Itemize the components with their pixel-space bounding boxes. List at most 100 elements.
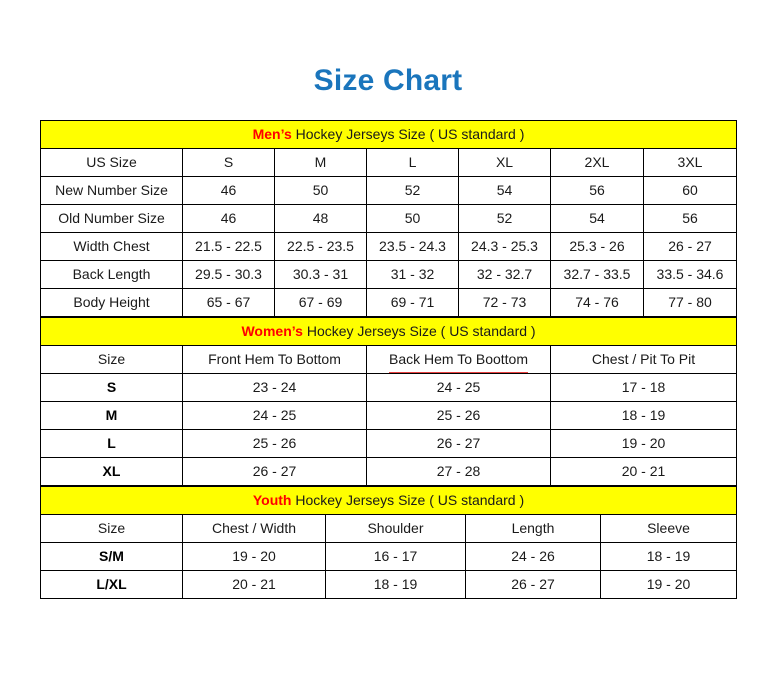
- mens-cell-3-4: 32.7 - 33.5: [550, 260, 644, 289]
- mens-row-label-3: Back Length: [40, 260, 183, 289]
- mens-cell-1-1: 48: [274, 204, 367, 233]
- mens-cell-4-5: 77 - 80: [642, 288, 738, 317]
- mens-cell-2-5: 26 - 27: [642, 232, 738, 261]
- misspelled-header-text: Back Hem To Boottom: [388, 347, 529, 373]
- mens-cell-0-2: 52: [366, 176, 459, 205]
- mens-row-label-0: New Number Size: [40, 176, 183, 205]
- youth-cell-0-1: 16 - 17: [325, 542, 466, 571]
- youth-col-header-0: Size: [40, 514, 183, 543]
- mens-cell-3-0: 29.5 - 30.3: [182, 260, 275, 289]
- womens-size-table: Women’s Hockey Jerseys Size ( US standar…: [39, 317, 738, 486]
- table-row: New Number Size 46 50 52 54 56 60: [40, 176, 738, 205]
- table-row: XL 26 - 27 27 - 28 20 - 21: [40, 457, 738, 486]
- youth-header-row: Size Chest / Width Shoulder Length Sleev…: [40, 514, 737, 543]
- youth-section-banner: Youth Hockey Jerseys Size ( US standard …: [40, 486, 737, 515]
- womens-col-header-2: Back Hem To Boottom: [366, 345, 551, 374]
- womens-row-label-1: M: [40, 401, 183, 430]
- youth-cell-1-1: 18 - 19: [325, 570, 466, 599]
- womens-section-banner: Women’s Hockey Jerseys Size ( US standar…: [39, 317, 738, 346]
- youth-row-label-0: S/M: [40, 542, 183, 571]
- mens-cell-4-4: 74 - 76: [550, 288, 644, 317]
- mens-cell-2-3: 24.3 - 25.3: [458, 232, 551, 261]
- page-title: Size Chart: [313, 64, 463, 97]
- womens-col-header-3: Chest / Pit To Pit: [549, 345, 738, 374]
- mens-cell-4-3: 72 - 73: [458, 288, 551, 317]
- womens-cell-0-0: 23 - 24: [182, 373, 367, 402]
- table-row: Body Height 65 - 67 67 - 69 69 - 71 72 -…: [40, 288, 738, 317]
- youth-col-header-3: Length: [465, 514, 601, 543]
- mens-header-row: US Size S M L XL 2XL 3XL: [40, 148, 738, 177]
- mens-section-banner-row: Men’s Hockey Jerseys Size ( US standard …: [39, 120, 738, 149]
- mens-cell-1-5: 56: [642, 204, 738, 233]
- youth-cell-1-0: 20 - 21: [182, 570, 326, 599]
- mens-cell-2-1: 22.5 - 23.5: [274, 232, 367, 261]
- mens-cell-3-5: 33.5 - 34.6: [642, 260, 738, 289]
- mens-cell-3-2: 31 - 32: [366, 260, 459, 289]
- mens-banner-accent: Men’s: [252, 126, 292, 142]
- mens-banner-rest: Hockey Jerseys Size ( US standard ): [291, 126, 525, 142]
- mens-row-label-4: Body Height: [40, 288, 183, 317]
- youth-banner-rest: Hockey Jerseys Size ( US standard ): [291, 492, 525, 508]
- youth-col-header-4: Sleeve: [600, 514, 737, 543]
- mens-col-header-2: M: [274, 148, 367, 177]
- youth-section-banner-row: Youth Hockey Jerseys Size ( US standard …: [40, 486, 737, 515]
- mens-col-header-4: XL: [458, 148, 551, 177]
- youth-cell-0-2: 24 - 26: [465, 542, 601, 571]
- womens-cell-1-1: 25 - 26: [366, 401, 551, 430]
- mens-cell-2-2: 23.5 - 24.3: [366, 232, 459, 261]
- mens-cell-1-4: 54: [550, 204, 644, 233]
- womens-cell-2-1: 26 - 27: [366, 429, 551, 458]
- youth-col-header-1: Chest / Width: [182, 514, 326, 543]
- youth-cell-0-0: 19 - 20: [182, 542, 326, 571]
- mens-col-header-6: 3XL: [642, 148, 738, 177]
- mens-cell-3-3: 32 - 32.7: [458, 260, 551, 289]
- table-row: M 24 - 25 25 - 26 18 - 19: [40, 401, 738, 430]
- mens-cell-0-5: 60: [642, 176, 738, 205]
- size-tables-container: Men’s Hockey Jerseys Size ( US standard …: [39, 120, 738, 599]
- mens-col-header-3: L: [366, 148, 459, 177]
- mens-cell-4-0: 65 - 67: [182, 288, 275, 317]
- womens-cell-3-0: 26 - 27: [182, 457, 367, 486]
- mens-cell-1-0: 46: [182, 204, 275, 233]
- table-row: Width Chest 21.5 - 22.5 22.5 - 23.5 23.5…: [40, 232, 738, 261]
- mens-section-banner: Men’s Hockey Jerseys Size ( US standard …: [39, 120, 738, 149]
- mens-cell-1-3: 52: [458, 204, 551, 233]
- womens-cell-3-2: 20 - 21: [549, 457, 738, 486]
- youth-banner-accent: Youth: [252, 492, 292, 508]
- youth-row-label-1: L/XL: [40, 570, 183, 599]
- mens-cell-0-3: 54: [458, 176, 551, 205]
- mens-row-label-1: Old Number Size: [40, 204, 183, 233]
- womens-col-header-1: Front Hem To Bottom: [182, 345, 367, 374]
- youth-cell-1-2: 26 - 27: [465, 570, 601, 599]
- mens-size-table: Men’s Hockey Jerseys Size ( US standard …: [39, 120, 738, 317]
- youth-col-header-2: Shoulder: [325, 514, 466, 543]
- mens-cell-4-1: 67 - 69: [274, 288, 367, 317]
- mens-cell-0-1: 50: [274, 176, 367, 205]
- womens-section-banner-row: Women’s Hockey Jerseys Size ( US standar…: [39, 317, 738, 346]
- mens-cell-0-0: 46: [182, 176, 275, 205]
- womens-row-label-0: S: [40, 373, 183, 402]
- mens-cell-0-4: 56: [550, 176, 644, 205]
- youth-cell-1-3: 19 - 20: [600, 570, 737, 599]
- mens-col-header-0: US Size: [40, 148, 183, 177]
- womens-row-label-3: XL: [40, 457, 183, 486]
- table-row: S/M 19 - 20 16 - 17 24 - 26 18 - 19: [40, 542, 737, 571]
- womens-cell-1-2: 18 - 19: [549, 401, 738, 430]
- table-row: L/XL 20 - 21 18 - 19 26 - 27 19 - 20: [40, 570, 737, 599]
- mens-cell-2-4: 25.3 - 26: [550, 232, 644, 261]
- womens-cell-0-2: 17 - 18: [549, 373, 738, 402]
- womens-banner-rest: Hockey Jerseys Size ( US standard ): [302, 323, 536, 339]
- mens-cell-2-0: 21.5 - 22.5: [182, 232, 275, 261]
- womens-header-row: Size Front Hem To Bottom Back Hem To Boo…: [40, 345, 738, 374]
- mens-row-label-2: Width Chest: [40, 232, 183, 261]
- womens-cell-1-0: 24 - 25: [182, 401, 367, 430]
- mens-cell-1-2: 50: [366, 204, 459, 233]
- youth-cell-0-3: 18 - 19: [600, 542, 737, 571]
- womens-cell-0-1: 24 - 25: [366, 373, 551, 402]
- mens-col-header-5: 2XL: [550, 148, 644, 177]
- womens-row-label-2: L: [40, 429, 183, 458]
- youth-size-table: Youth Hockey Jerseys Size ( US standard …: [40, 486, 737, 599]
- mens-col-header-1: S: [182, 148, 275, 177]
- table-row: S 23 - 24 24 - 25 17 - 18: [40, 373, 738, 402]
